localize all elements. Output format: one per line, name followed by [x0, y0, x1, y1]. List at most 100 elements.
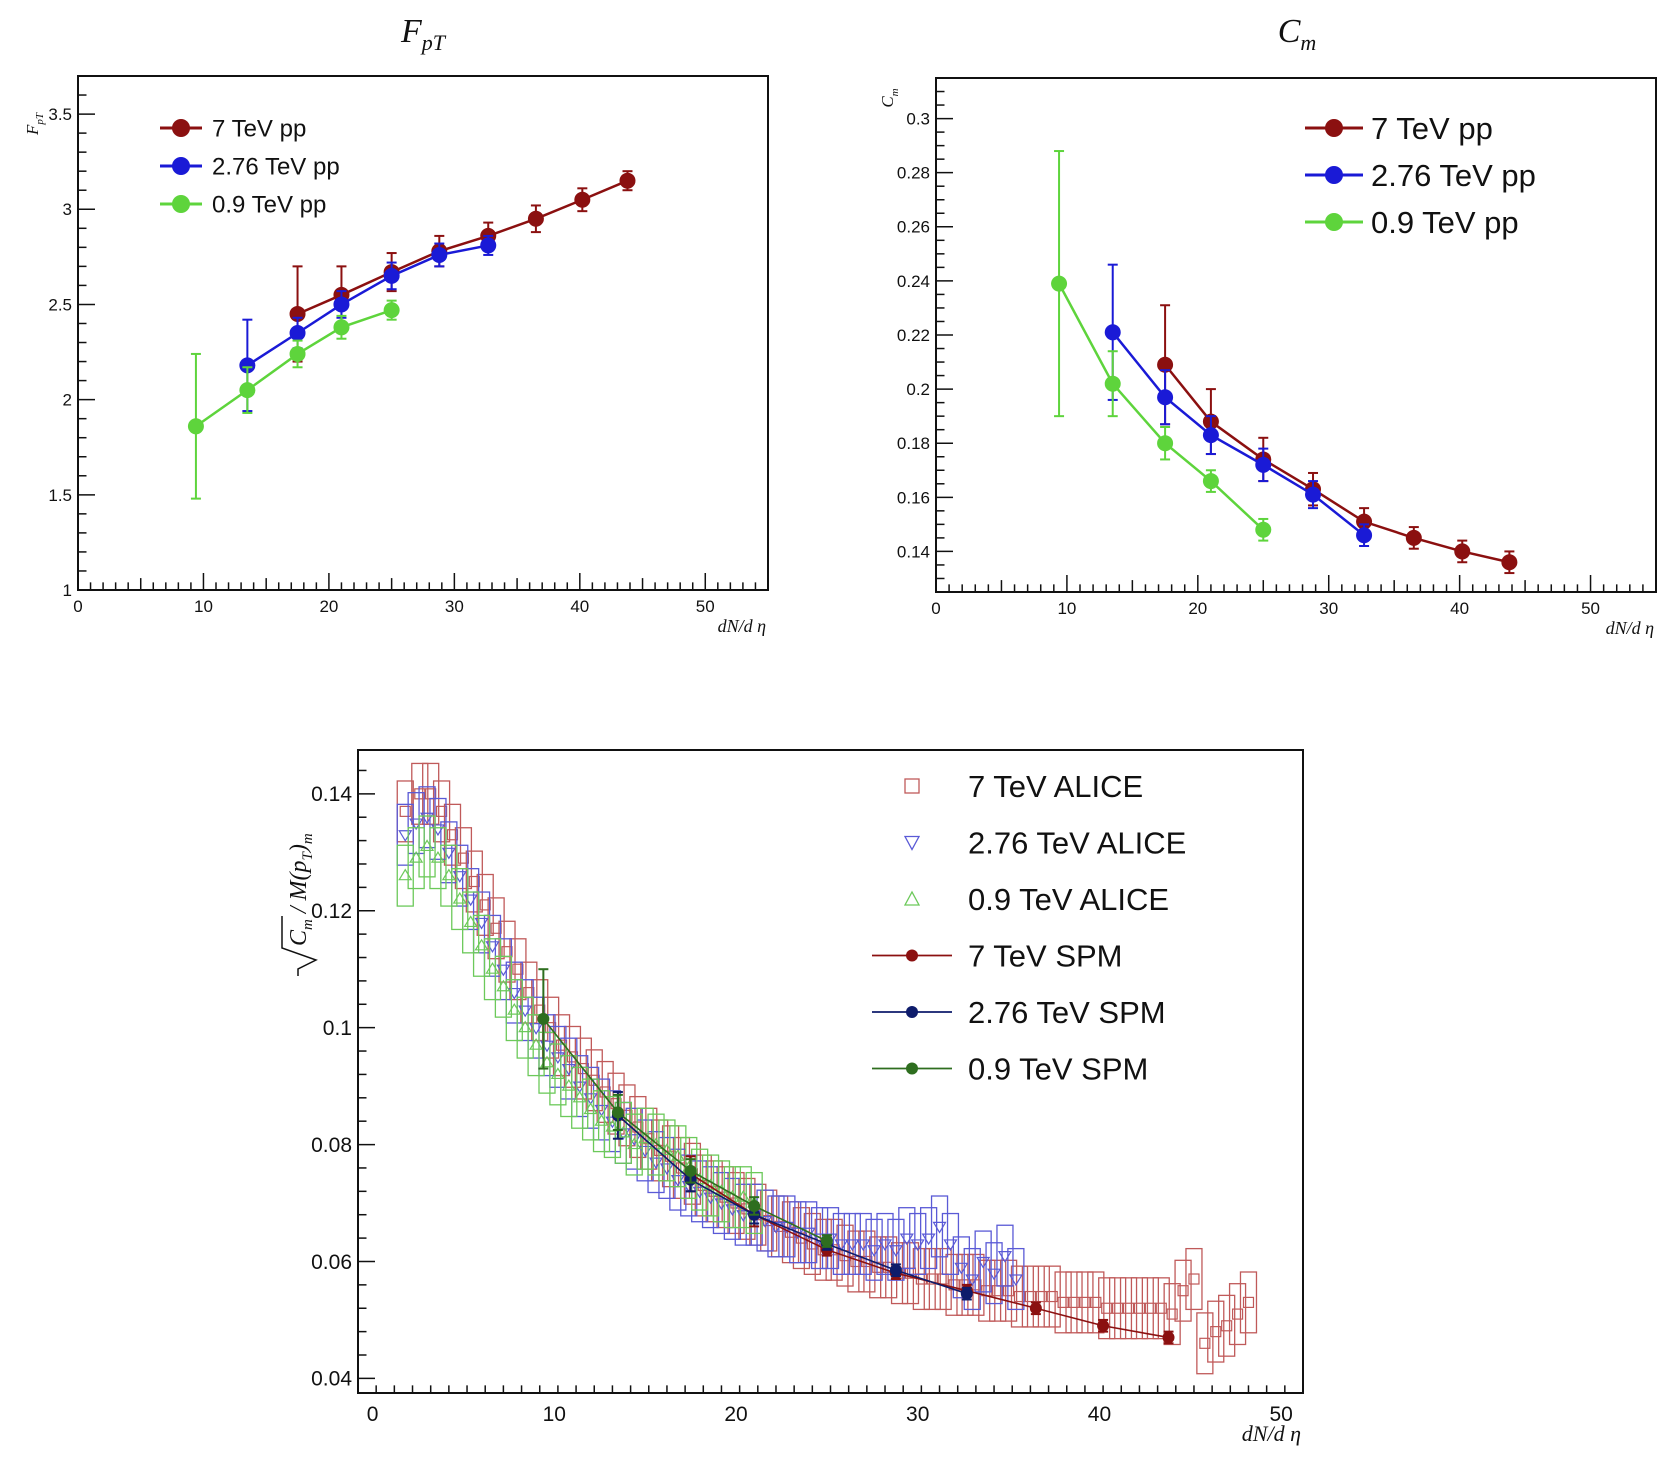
alice-syst-box [538, 1031, 556, 1094]
fpt-series-1-point [431, 246, 448, 263]
cm-series-1-point [1202, 427, 1219, 444]
alice-syst-box [396, 844, 414, 907]
x-tick-label: 20 [319, 597, 338, 616]
cm-series-1-line [1111, 331, 1365, 537]
spm-series-1-point [960, 1287, 973, 1300]
alice-syst-box [396, 803, 414, 866]
cm-series-2-point [1202, 473, 1219, 490]
y-tick-label: 1 [63, 581, 72, 600]
x-tick-label: 30 [445, 597, 464, 616]
alice-syst-box [996, 1224, 1014, 1287]
alice-syst-box [1054, 1271, 1072, 1334]
legend-marker [172, 119, 190, 137]
legend-marker [1325, 213, 1343, 231]
fpt-series-2-point [289, 345, 306, 362]
alice-syst-box [876, 1212, 894, 1275]
alice-syst-box [999, 1259, 1018, 1322]
alice-syst-box [930, 1195, 949, 1258]
alice-syst-box [1174, 1259, 1192, 1322]
alice-syst-box [1141, 1277, 1159, 1340]
alice-syst-box [629, 1095, 647, 1159]
y-tick-label: 0.28 [897, 164, 930, 183]
alice-syst-box [505, 979, 523, 1042]
alice-syst-box [963, 1247, 981, 1311]
alice-syst-box [1021, 1265, 1040, 1328]
cm-series-0-line [1164, 363, 1510, 564]
alice-syst-box [952, 1236, 970, 1299]
x-tick-label: 40 [570, 597, 589, 616]
chart-fpt: 0 10 20 30 40 50 1 1.5 2 2.5 3 3.5 dN/d η FpT FpT 7 TeV… [23, 13, 769, 636]
alice-syst-box [625, 1113, 643, 1176]
alice-syst-box [571, 1066, 589, 1129]
alice-syst-box [440, 844, 458, 907]
legend-entry: 0.9 TeV pp [1371, 205, 1519, 240]
alice-marker [399, 805, 411, 817]
alice-marker [1221, 1320, 1233, 1332]
x-tick-label: 20 [724, 1403, 747, 1426]
alice-marker [1231, 1308, 1244, 1320]
cm-series-1-point [1356, 527, 1373, 544]
cm-series-2-point [1157, 435, 1174, 452]
x-axis-label: dN/d η [1242, 1421, 1301, 1446]
cm-series-1-point [1305, 486, 1322, 503]
fpt-series-0-point [527, 210, 544, 227]
legend-marker [906, 1062, 918, 1075]
legend-entry: 0.9 TeV SPM [968, 1052, 1148, 1087]
alice-marker [1122, 1302, 1135, 1314]
fpt-series-1-point [383, 267, 400, 284]
legend-marker [172, 195, 190, 213]
alice-syst-box [498, 920, 516, 983]
chart-ratio: 0 10 20 30 40 50 0.04 0.06 0.08 0.1 0.12 0.14 dN/d η… [281, 749, 1304, 1446]
alice-syst-box [422, 762, 440, 825]
alice-syst-box [756, 1189, 774, 1252]
legend-marker [903, 835, 921, 851]
alice-syst-box [745, 1171, 763, 1235]
legend: 7 TeV pp 2.76 TeV pp 0.9 TeV pp [160, 115, 340, 218]
alice-syst-box [472, 914, 491, 977]
fpt-series-0-line [297, 179, 628, 316]
alice-syst-box [727, 1171, 745, 1235]
cm-series-0-point [1501, 554, 1518, 571]
legend-entry: 0.9 TeV ALICE [968, 882, 1169, 917]
cm-series-2-point [1104, 375, 1121, 392]
alice-syst-box [560, 1055, 578, 1118]
fpt-series-2-point [333, 319, 350, 336]
alice-syst-box [607, 1072, 625, 1135]
alice-syst-box [432, 780, 451, 843]
alice-syst-box [941, 1212, 960, 1275]
alice-syst-box [1087, 1271, 1105, 1334]
legend-entry: 2.76 TeV pp [1371, 158, 1536, 193]
fpt-series-2-point [239, 382, 256, 399]
alice-syst-box [462, 891, 480, 954]
alice-marker [1035, 1290, 1047, 1303]
alice-marker [1177, 1285, 1189, 1297]
chart-title: FpT [400, 13, 447, 55]
fpt-series-1-point [480, 237, 497, 254]
alice-syst-box [1239, 1271, 1258, 1334]
alice-marker [1188, 1273, 1200, 1285]
x-tick-label: 40 [1088, 1403, 1111, 1426]
alice-syst-box [451, 868, 469, 931]
alice-marker [1008, 1274, 1023, 1287]
alice-syst-box [1065, 1271, 1083, 1334]
y-tick-label: 0.08 [311, 1134, 352, 1157]
x-tick-label: 50 [696, 597, 715, 616]
alice-syst-box [516, 996, 534, 1059]
y-tick-label: 0.18 [897, 434, 930, 453]
alice-marker [1166, 1308, 1178, 1320]
fpt-series-2-point [187, 418, 204, 435]
x-tick-label: 10 [543, 1403, 566, 1426]
sqrt-sign-icon [281, 916, 318, 976]
x-axis-label: dN/d η [718, 616, 767, 636]
alice-marker [1112, 1302, 1124, 1314]
alice-syst-box [603, 1095, 622, 1159]
cm-series-1-point [1255, 456, 1272, 473]
x-tick-label: 30 [1319, 599, 1338, 618]
cm-series-1-point [1104, 324, 1121, 341]
legend: 7 TeV ALICE 2.76 TeV ALICE 0.9 TeV ALICE 7 … [872, 769, 1186, 1087]
legend-entry: 2.76 TeV pp [212, 153, 340, 180]
alice-syst-box [549, 1043, 567, 1106]
plot-frame [935, 77, 1657, 593]
spm-series-2-point [611, 1106, 624, 1119]
fpt-series-1-line [246, 244, 489, 367]
